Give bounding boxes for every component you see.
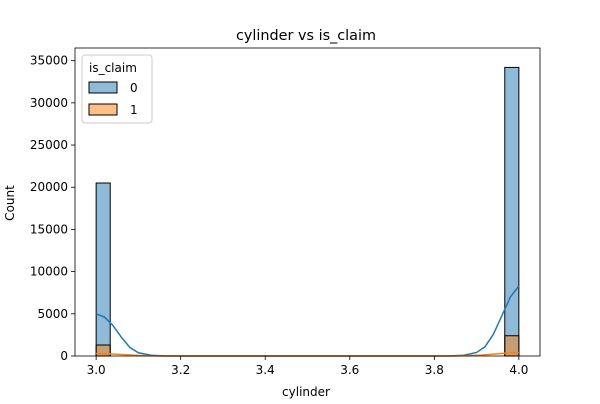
bar-series-0-0	[95, 182, 111, 357]
chart-title: cylinder vs is_claim	[236, 28, 376, 44]
y-tick-label: 30000	[30, 96, 68, 110]
y-axis-label: Count	[3, 185, 17, 221]
legend: is_claim 0 1	[81, 54, 153, 124]
y-tick-label: 0	[60, 349, 68, 363]
plot-area	[95, 66, 520, 357]
x-tick-label: 3.4	[256, 363, 275, 377]
y-tick-label: 25000	[30, 138, 68, 152]
x-tick-label: 3.2	[171, 363, 190, 377]
y-tick-label: 10000	[30, 265, 68, 279]
y-tick-label: 5000	[37, 307, 68, 321]
legend-swatch-0	[88, 81, 118, 94]
x-tick-label: 4.0	[509, 363, 528, 377]
legend-swatch-1	[88, 103, 118, 116]
legend-label-0: 0	[130, 81, 138, 95]
x-tick-label: 3.6	[340, 363, 359, 377]
x-tick-label: 3.0	[87, 363, 106, 377]
y-tick-label: 20000	[30, 180, 68, 194]
y-tick-label: 15000	[30, 222, 68, 236]
kde-line-series-1	[96, 351, 519, 357]
y-tick-label: 35000	[30, 54, 68, 68]
legend-label-1: 1	[130, 103, 138, 117]
x-axis-label: cylinder	[282, 385, 330, 399]
axes-frame	[74, 47, 541, 357]
kde-line-series-0	[95, 285, 520, 357]
x-tick-label: 3.8	[425, 363, 444, 377]
legend-title: is_claim	[89, 61, 137, 75]
bar-series-0-1	[504, 66, 520, 357]
axes: 3.0 3.2 3.4 3.6 3.8 4.0 0 5000 10000 15000 20000 25…	[30, 47, 541, 377]
